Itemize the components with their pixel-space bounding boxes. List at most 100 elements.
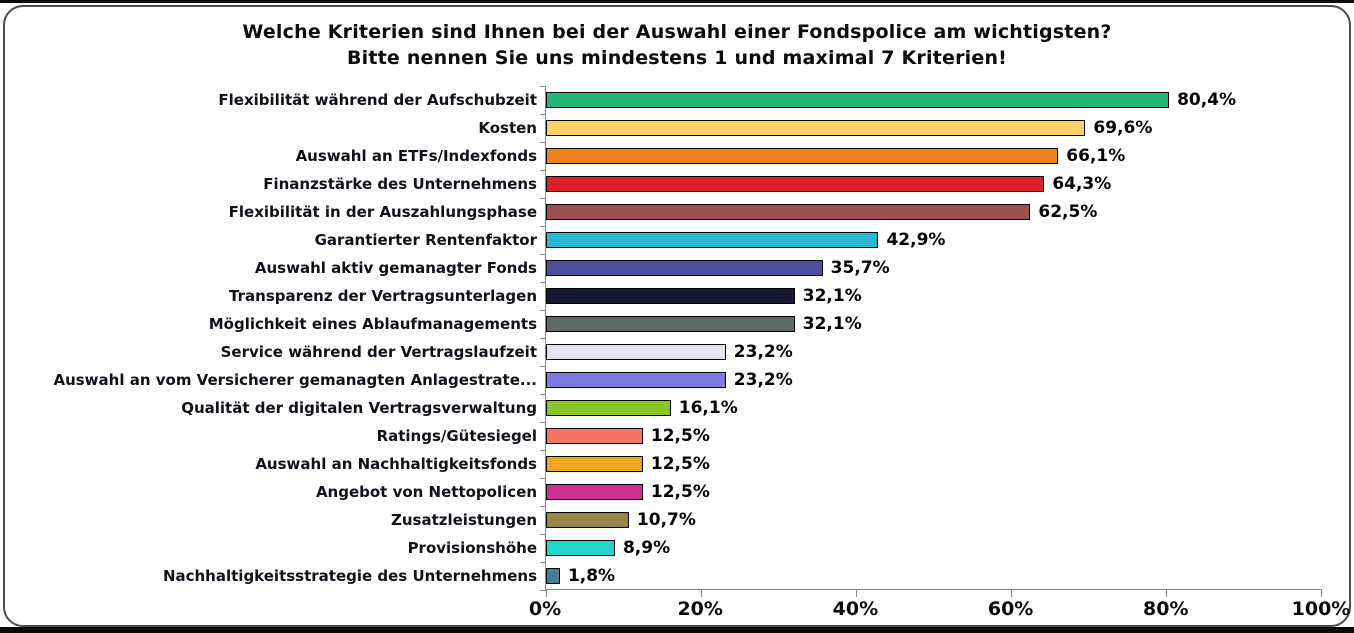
bar — [546, 484, 643, 500]
bar-track: 80,4% — [545, 86, 1320, 114]
bar-line: 62,5% — [546, 204, 1321, 221]
value-label: 23,2% — [733, 342, 793, 362]
value-label: 80,4% — [1177, 90, 1237, 110]
category-label: Ratings/Gütesiegel — [376, 427, 537, 445]
bar-line: 12,5% — [546, 428, 1321, 445]
bar-row: Ratings/Gütesiegel 12,5% — [5, 422, 1335, 450]
bar-track: 23,2% — [545, 366, 1320, 394]
bar-line: 8,9% — [546, 540, 1321, 557]
category-label: Auswahl an vom Versicherer gemanagten An… — [53, 371, 537, 389]
bar-row: Qualität der digitalen Vertragsverwaltun… — [5, 394, 1335, 422]
bar-track: 1,8% — [545, 562, 1320, 590]
bar-line: 10,7% — [546, 512, 1321, 529]
bar — [546, 92, 1170, 108]
value-label: 16,1% — [678, 398, 738, 418]
category-label: Service während der Vertragslaufzeit — [220, 343, 537, 361]
bar-row: Provisionshöhe 8,9% — [5, 534, 1335, 562]
category-label: Flexibilität in der Auszahlungsphase — [228, 203, 537, 221]
plot-region: Flexibilität während der Aufschubzeit 80,… — [5, 86, 1353, 626]
value-label: 42,9% — [886, 230, 946, 250]
value-axis-tick — [1321, 589, 1322, 597]
value-axis-tick — [546, 589, 547, 597]
category-label: Garantierter Rentenfaktor — [314, 231, 537, 249]
x-axis-tick-label: 60% — [987, 598, 1034, 620]
bar-row: Auswahl an Nachhaltigkeitsfonds 12,5% — [5, 450, 1335, 478]
bar-track: 64,3% — [545, 170, 1320, 198]
bar-track: 23,2% — [545, 338, 1320, 366]
bar — [546, 428, 643, 444]
bar-row: Auswahl an ETFs/Indexfonds 66,1% — [5, 142, 1335, 170]
category-label: Transparenz der Vertragsunterlagen — [229, 287, 537, 305]
bar — [546, 512, 629, 528]
bar — [546, 568, 560, 584]
bar-line: 64,3% — [546, 174, 1321, 194]
value-label: 69,6% — [1093, 118, 1153, 138]
category-label: Kosten — [478, 119, 537, 137]
chart-title: Welche Kriterien sind Ihnen bei der Ausw… — [5, 19, 1349, 71]
bar-rows: Flexibilität während der Aufschubzeit 80,… — [5, 86, 1335, 590]
category-axis-tick — [540, 590, 546, 591]
category-label: Möglichkeit eines Ablaufmanagements — [208, 315, 537, 333]
bar — [546, 456, 643, 472]
bar-line: 32,1% — [546, 314, 1321, 334]
category-label: Auswahl an Nachhaltigkeitsfonds — [255, 455, 537, 473]
bar-line: 12,5% — [546, 456, 1321, 473]
category-label: Finanzstärke des Unternehmens — [263, 175, 537, 193]
bar-line: 16,1% — [546, 398, 1321, 418]
bar — [546, 316, 795, 332]
value-label: 64,3% — [1052, 174, 1112, 194]
top-border-strip — [0, 0, 1354, 3]
x-axis-labels: 0% 20% 40% 60% 80% 100% — [529, 598, 1350, 624]
bar-line: 12,5% — [546, 482, 1321, 502]
bar-row: Möglichkeit eines Ablaufmanagements 32,1% — [5, 310, 1335, 338]
bottom-border-strip — [0, 627, 1354, 633]
value-label: 66,1% — [1066, 146, 1126, 166]
bar-track: 62,5% — [545, 198, 1320, 226]
value-label: 23,2% — [733, 370, 793, 390]
bar-track: 42,9% — [545, 226, 1320, 254]
value-label: 12,5% — [650, 482, 710, 502]
bar-track: 12,5% — [545, 422, 1320, 450]
bar-line: 23,2% — [546, 370, 1321, 390]
bar-line: 42,9% — [546, 230, 1321, 250]
bar — [546, 148, 1059, 164]
bar-row: Garantierter Rentenfaktor 42,9% — [5, 226, 1335, 254]
chart-frame: Welche Kriterien sind Ihnen bei der Ausw… — [3, 5, 1351, 627]
bar-line: 32,1% — [546, 288, 1321, 305]
bar-row: Transparenz der Vertragsunterlagen 32,1% — [5, 282, 1335, 310]
bar-line: 1,8% — [546, 566, 1321, 586]
bar-row: Flexibilität in der Auszahlungsphase 62,5… — [5, 198, 1335, 226]
bar — [546, 120, 1086, 136]
x-axis-tick-label: 40% — [832, 598, 879, 620]
bar — [546, 372, 726, 388]
chart-title-line1: Welche Kriterien sind Ihnen bei der Ausw… — [242, 21, 1112, 43]
bar — [546, 176, 1045, 192]
x-axis-tick-label: 20% — [677, 598, 723, 620]
x-axis-tick-label: 80% — [1143, 598, 1189, 620]
bar-track: 32,1% — [545, 310, 1320, 338]
bar — [546, 400, 671, 416]
bar-line: 66,1% — [546, 146, 1321, 166]
value-label: 1,8% — [567, 566, 616, 586]
bar-row: Zusatzleistungen 10,7% — [5, 506, 1335, 534]
value-label: 35,7% — [830, 258, 890, 278]
value-axis-tick — [701, 589, 702, 597]
bar-row: Flexibilität während der Aufschubzeit 80,… — [5, 86, 1335, 114]
bar-track: 12,5% — [545, 478, 1320, 506]
bar-track: 66,1% — [545, 142, 1320, 170]
category-label: Provisionshöhe — [407, 539, 537, 557]
value-axis-tick — [1011, 589, 1012, 597]
bar — [546, 540, 615, 556]
x-axis-tick-label: 100% — [1291, 598, 1351, 620]
bar-line: 35,7% — [546, 258, 1321, 278]
bar — [546, 288, 795, 304]
bar-row: Auswahl an vom Versicherer gemanagten An… — [5, 366, 1335, 394]
bar-row: Angebot von Nettopolicen 12,5% — [5, 478, 1335, 506]
category-label: Auswahl aktiv gemanagter Fonds — [254, 259, 537, 277]
bar-track: 16,1% — [545, 394, 1320, 422]
x-axis-tick-label: 0% — [528, 598, 562, 620]
category-label: Nachhaltigkeitsstrategie des Unternehmen… — [162, 567, 537, 585]
value-axis-tick — [856, 589, 857, 597]
value-label: 32,1% — [802, 314, 862, 334]
